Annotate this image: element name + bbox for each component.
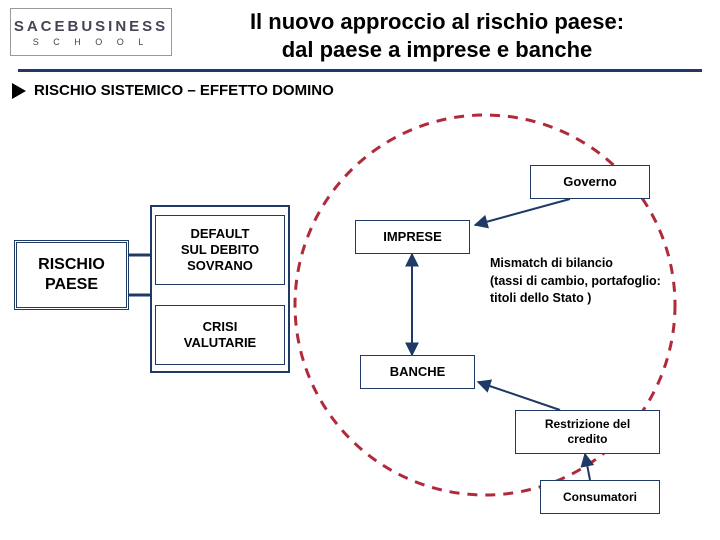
title-line2: dal paese a imprese e banche — [282, 37, 593, 62]
section-heading: RISCHIO SISTEMICO – EFFETTO DOMINO — [34, 82, 334, 99]
box-crisi-valutarie: CRISIVALUTARIE — [155, 305, 285, 365]
box-governo: Governo — [530, 165, 650, 199]
title-line1: Il nuovo approccio al rischio paese: — [250, 9, 624, 34]
consumatori-to-restrizione — [585, 454, 590, 480]
governo-to-imprese — [475, 199, 570, 225]
section-heading-row: RISCHIO SISTEMICO – EFFETTO DOMINO — [0, 72, 720, 99]
label-crisi-valutarie: CRISIVALUTARIE — [184, 319, 256, 352]
box-consumatori: Consumatori — [540, 480, 660, 514]
box-banche: BANCHE — [360, 355, 475, 389]
box-rischio-paese: RISCHIOPAESE — [14, 240, 129, 310]
restrizione-to-banche — [478, 382, 560, 410]
logo-line2: S C H O O L — [33, 37, 150, 47]
arrow-right-icon — [12, 83, 26, 99]
label-imprese: IMPRESE — [383, 229, 442, 245]
annotation-mismatch-text: Mismatch di bilancio(tassi di cambio, po… — [490, 256, 661, 305]
label-governo: Governo — [563, 174, 616, 190]
diagram-canvas: RISCHIOPAESE DEFAULTSUL DEBITOSOVRANO CR… — [0, 110, 720, 540]
label-restrizione: Restrizione delcredito — [545, 417, 630, 447]
box-restrizione-credito: Restrizione delcredito — [515, 410, 660, 454]
box-imprese: IMPRESE — [355, 220, 470, 254]
label-consumatori: Consumatori — [563, 490, 637, 505]
label-default-debito: DEFAULTSUL DEBITOSOVRANO — [181, 226, 259, 275]
annotation-mismatch: Mismatch di bilancio(tassi di cambio, po… — [490, 255, 700, 308]
page-title: Il nuovo approccio al rischio paese: dal… — [172, 8, 702, 63]
logo: SACEBUSINESS S C H O O L — [10, 8, 172, 56]
box-default-debito: DEFAULTSUL DEBITOSOVRANO — [155, 215, 285, 285]
label-banche: BANCHE — [390, 364, 446, 380]
label-rischio-paese: RISCHIOPAESE — [38, 255, 105, 295]
logo-line1: SACEBUSINESS — [14, 18, 168, 35]
